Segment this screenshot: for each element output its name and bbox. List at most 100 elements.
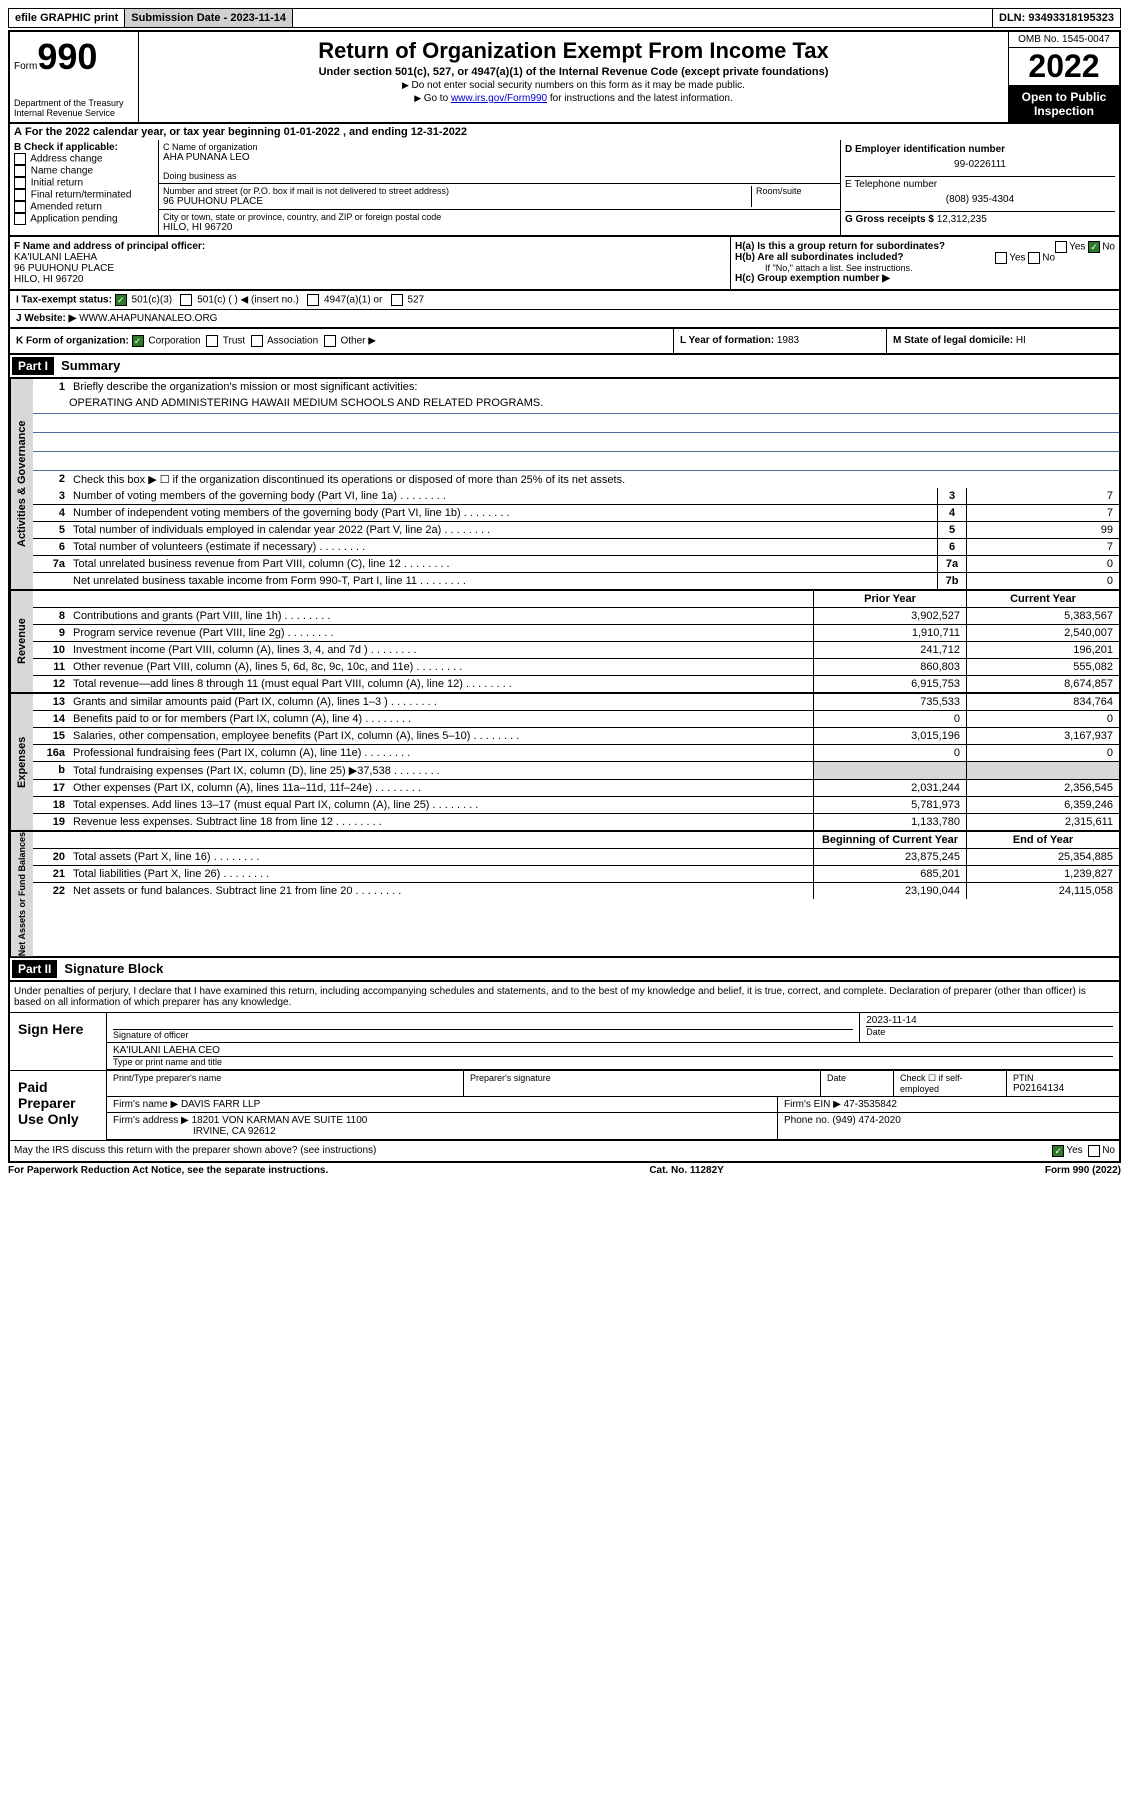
form-number-box: Form990 Department of the Treasury Inter… xyxy=(10,32,139,122)
section-k: K Form of organization: Corporation Trus… xyxy=(10,329,674,353)
discuss-row: May the IRS discuss this return with the… xyxy=(10,1140,1119,1161)
firm-address-1: 18201 VON KARMAN AVE SUITE 1100 xyxy=(192,1115,368,1126)
phone: (808) 935-4304 xyxy=(845,190,1115,209)
dept-label: Department of the Treasury Internal Reve… xyxy=(14,98,134,118)
527-checkbox[interactable] xyxy=(391,294,403,306)
table-row: 20Total assets (Part X, line 16)23,875,2… xyxy=(33,849,1119,866)
4947-checkbox[interactable] xyxy=(307,294,319,306)
table-row: 12Total revenue—add lines 8 through 11 (… xyxy=(33,676,1119,692)
firm-address-2: IRVINE, CA 92612 xyxy=(113,1126,771,1137)
table-row: 21Total liabilities (Part X, line 26)685… xyxy=(33,866,1119,883)
org-city: HILO, HI 96720 xyxy=(163,222,836,233)
form-title: Return of Organization Exempt From Incom… xyxy=(143,38,1004,64)
vert-label-revenue: Revenue xyxy=(10,591,33,692)
b-checkbox[interactable] xyxy=(14,177,26,189)
ha-yes-checkbox[interactable] xyxy=(1055,241,1067,253)
table-row: 4Number of independent voting members of… xyxy=(33,505,1119,522)
top-bar: efile GRAPHIC print Submission Date - 20… xyxy=(8,8,1121,28)
open-to-public: Open to Public Inspection xyxy=(1009,86,1119,122)
table-row: Net unrelated business taxable income fr… xyxy=(33,573,1119,589)
table-row: 19Revenue less expenses. Subtract line 1… xyxy=(33,814,1119,830)
section-b: B Check if applicable: Address change Na… xyxy=(10,140,159,235)
section-c: C Name of organization AHA PUNANA LEO Do… xyxy=(159,140,841,235)
table-row: 10Investment income (Part VIII, column (… xyxy=(33,642,1119,659)
501c-checkbox[interactable] xyxy=(180,294,192,306)
firm-ein: 47-3535842 xyxy=(844,1099,897,1110)
page-footer: For Paperwork Reduction Act Notice, see … xyxy=(8,1163,1121,1178)
table-row: bTotal fundraising expenses (Part IX, co… xyxy=(33,762,1119,780)
officer-name: KA'IULANI LAEHA xyxy=(14,252,726,263)
hb-no-checkbox[interactable] xyxy=(1028,252,1040,264)
section-l: L Year of formation: 1983 xyxy=(674,329,887,353)
section-j: J Website: ▶ WWW.AHAPUNANALEO.ORG xyxy=(8,310,1121,329)
vert-label-governance: Activities & Governance xyxy=(10,379,33,589)
form-title-box: Return of Organization Exempt From Incom… xyxy=(139,32,1009,122)
net-assets-section: Net Assets or Fund Balances Beginning of… xyxy=(8,832,1121,958)
table-row: 8Contributions and grants (Part VIII, li… xyxy=(33,608,1119,625)
table-row: 6Total number of volunteers (estimate if… xyxy=(33,539,1119,556)
table-row: 14Benefits paid to or for members (Part … xyxy=(33,711,1119,728)
ptin: P02164134 xyxy=(1013,1083,1113,1094)
firm-phone: (949) 474-2020 xyxy=(832,1115,900,1126)
assoc-checkbox[interactable] xyxy=(251,335,263,347)
revenue-section: Revenue Prior Year Current Year 8Contrib… xyxy=(8,591,1121,694)
part-1-header: Part I Summary xyxy=(8,355,1121,379)
hb-yes-checkbox[interactable] xyxy=(995,252,1007,264)
table-row: 16aProfessional fundraising fees (Part I… xyxy=(33,745,1119,762)
b-checkbox[interactable] xyxy=(14,153,26,165)
table-row: 13Grants and similar amounts paid (Part … xyxy=(33,694,1119,711)
warning-2: Go to www.irs.gov/Form990 for instructio… xyxy=(143,93,1004,104)
omb-number: OMB No. 1545-0047 xyxy=(1009,32,1119,48)
ein: 99-0226111 xyxy=(845,155,1115,174)
line-a: A For the 2022 calendar year, or tax yea… xyxy=(8,124,1121,140)
part-2-header: Part II Signature Block xyxy=(8,958,1121,982)
discuss-yes-checkbox[interactable] xyxy=(1052,1145,1064,1157)
mission-text: OPERATING AND ADMINISTERING HAWAII MEDIU… xyxy=(33,395,1119,414)
table-row: 17Other expenses (Part IX, column (A), l… xyxy=(33,780,1119,797)
signature-block: Under penalties of perjury, I declare th… xyxy=(8,982,1121,1163)
domicile-state: HI xyxy=(1016,335,1026,346)
table-row: 22Net assets or fund balances. Subtract … xyxy=(33,883,1119,899)
table-row: 7aTotal unrelated business revenue from … xyxy=(33,556,1119,573)
section-f: F Name and address of principal officer:… xyxy=(10,237,731,289)
year-formation: 1983 xyxy=(777,335,799,346)
section-i: I Tax-exempt status: 501(c)(3) 501(c) ( … xyxy=(8,291,1121,310)
section-d-e-g: D Employer identification number 99-0226… xyxy=(841,140,1119,235)
sign-here-label: Sign Here xyxy=(10,1013,107,1070)
b-checkbox[interactable] xyxy=(14,189,26,201)
activities-governance-section: Activities & Governance 1 Briefly descri… xyxy=(8,379,1121,591)
org-name: AHA PUNANA LEO xyxy=(163,152,836,163)
discuss-no-checkbox[interactable] xyxy=(1088,1145,1100,1157)
firm-name: DAVIS FARR LLP xyxy=(181,1099,260,1110)
table-row: 3Number of voting members of the governi… xyxy=(33,488,1119,505)
table-row: 9Program service revenue (Part VIII, lin… xyxy=(33,625,1119,642)
table-row: 18Total expenses. Add lines 13–17 (must … xyxy=(33,797,1119,814)
section-f-h: F Name and address of principal officer:… xyxy=(8,237,1121,291)
trust-checkbox[interactable] xyxy=(206,335,218,347)
tax-year: 2022 xyxy=(1009,48,1119,86)
paid-preparer-label: Paid Preparer Use Only xyxy=(10,1071,107,1140)
irs-link[interactable]: www.irs.gov/Form990 xyxy=(451,93,547,104)
declaration-text: Under penalties of perjury, I declare th… xyxy=(10,982,1119,1012)
warning-1: Do not enter social security numbers on … xyxy=(143,80,1004,91)
signature-date: 2023-11-14 xyxy=(866,1015,1113,1026)
ha-no-checkbox[interactable] xyxy=(1088,241,1100,253)
org-address: 96 PUUHONU PLACE xyxy=(163,196,751,207)
form-subtitle: Under section 501(c), 527, or 4947(a)(1)… xyxy=(143,66,1004,78)
section-k-l-m: K Form of organization: Corporation Trus… xyxy=(8,329,1121,355)
501c3-checkbox[interactable] xyxy=(115,294,127,306)
expenses-section: Expenses 13Grants and similar amounts pa… xyxy=(8,694,1121,832)
section-b-through-g: B Check if applicable: Address change Na… xyxy=(8,140,1121,237)
dln: DLN: 93493318195323 xyxy=(992,9,1120,27)
other-checkbox[interactable] xyxy=(324,335,336,347)
section-m: M State of legal domicile: HI xyxy=(887,329,1119,353)
b-checkbox[interactable] xyxy=(14,201,26,213)
submission-date[interactable]: Submission Date - 2023-11-14 xyxy=(125,9,293,27)
b-checkbox[interactable] xyxy=(14,213,26,225)
form-header: Form990 Department of the Treasury Inter… xyxy=(8,30,1121,124)
b-checkbox[interactable] xyxy=(14,165,26,177)
efile-label: efile GRAPHIC print xyxy=(9,9,125,27)
vert-label-net-assets: Net Assets or Fund Balances xyxy=(10,832,33,956)
table-row: 11Other revenue (Part VIII, column (A), … xyxy=(33,659,1119,676)
corp-checkbox[interactable] xyxy=(132,335,144,347)
